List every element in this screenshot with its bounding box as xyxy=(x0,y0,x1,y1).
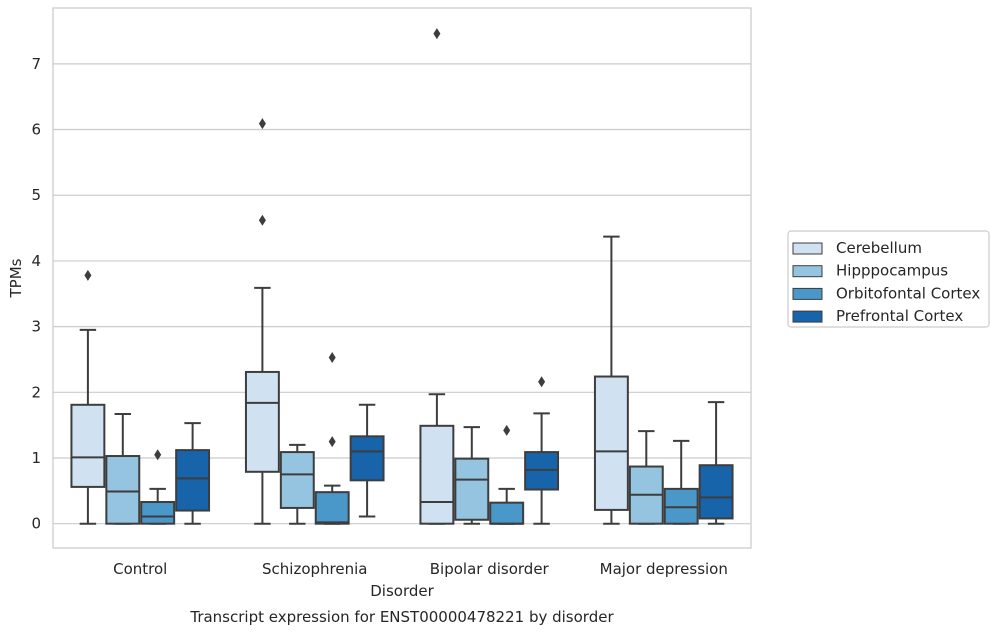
x-tick-label: Bipolar disorder xyxy=(430,560,550,578)
x-tick-label: Schizophrenia xyxy=(262,560,367,578)
box-3-3 xyxy=(698,401,734,525)
box-iqr xyxy=(140,501,176,525)
y-tick-label: 4 xyxy=(31,252,41,270)
y-tick-label: 3 xyxy=(31,318,41,336)
box-2-3 xyxy=(524,376,560,525)
outlier-point xyxy=(328,351,336,363)
box-plot-area xyxy=(70,28,734,525)
box-2-2 xyxy=(489,424,525,525)
outlier-point xyxy=(538,376,546,388)
box-iqr xyxy=(279,451,315,509)
legend-swatch xyxy=(792,265,823,278)
y-tick-label: 2 xyxy=(31,383,41,401)
outlier-point xyxy=(154,449,162,461)
y-tick-label: 6 xyxy=(31,121,41,139)
y-axis-ticks: 0 1 2 3 4 5 6 7 xyxy=(31,55,41,533)
y-tick-label: 5 xyxy=(31,186,41,204)
y-tick-label: 0 xyxy=(31,515,41,533)
box-iqr xyxy=(349,435,385,482)
box-1-3 xyxy=(349,403,385,518)
box-iqr xyxy=(70,403,106,488)
box-3-0 xyxy=(593,235,629,525)
legend-swatch xyxy=(792,242,823,255)
box-iqr xyxy=(105,455,141,525)
box-iqr xyxy=(419,424,455,525)
legend-entry-label: Hipppocampus xyxy=(836,262,948,280)
box-iqr xyxy=(454,457,490,521)
box-iqr xyxy=(244,370,280,473)
outlier-point xyxy=(503,424,511,436)
legend-swatch xyxy=(792,310,823,323)
chart-title: Transcript expression for ENST0000047822… xyxy=(189,608,614,626)
box-0-1 xyxy=(105,412,141,525)
box-iqr xyxy=(175,449,211,512)
legend-entry-label: Orbitofontal Cortex xyxy=(836,284,980,302)
outlier-point xyxy=(433,28,441,40)
box-1-1 xyxy=(279,443,315,525)
legend: Cerebellum Hipppocampus Orbitofontal Corte… xyxy=(787,230,990,328)
box-0-2 xyxy=(140,449,176,525)
y-axis-label: TPMs xyxy=(7,258,25,298)
box-1-0 xyxy=(244,118,280,525)
box-iqr xyxy=(698,464,734,520)
legend-frame xyxy=(787,230,990,328)
box-3-2 xyxy=(663,439,699,525)
outlier-point xyxy=(258,214,266,226)
box-2-0 xyxy=(419,28,455,525)
legend-entry-label: Prefrontal Cortex xyxy=(836,307,963,325)
box-0-3 xyxy=(175,422,211,525)
legend-entry-label: Cerebellum xyxy=(836,239,922,257)
outlier-point xyxy=(258,118,266,130)
y-tick-label: 7 xyxy=(31,55,41,73)
legend-swatch xyxy=(792,287,823,300)
x-axis-ticks: Control Schizophrenia Bipolar disorder Majo… xyxy=(113,560,728,578)
x-axis-label: Disorder xyxy=(370,582,434,600)
x-tick-label: Control xyxy=(113,560,167,578)
box-3-1 xyxy=(628,430,664,525)
outlier-point xyxy=(84,269,92,281)
outlier-point xyxy=(328,436,336,448)
box-iqr xyxy=(314,491,350,525)
box-2-1 xyxy=(454,426,490,525)
x-tick-label: Major depression xyxy=(600,560,728,578)
box-iqr xyxy=(593,375,629,511)
box-iqr xyxy=(489,501,525,525)
gridlines xyxy=(53,63,751,525)
plot-frame xyxy=(52,7,752,549)
box-0-0 xyxy=(70,269,106,525)
box-1-2 xyxy=(314,351,350,525)
y-tick-label: 1 xyxy=(31,449,41,467)
